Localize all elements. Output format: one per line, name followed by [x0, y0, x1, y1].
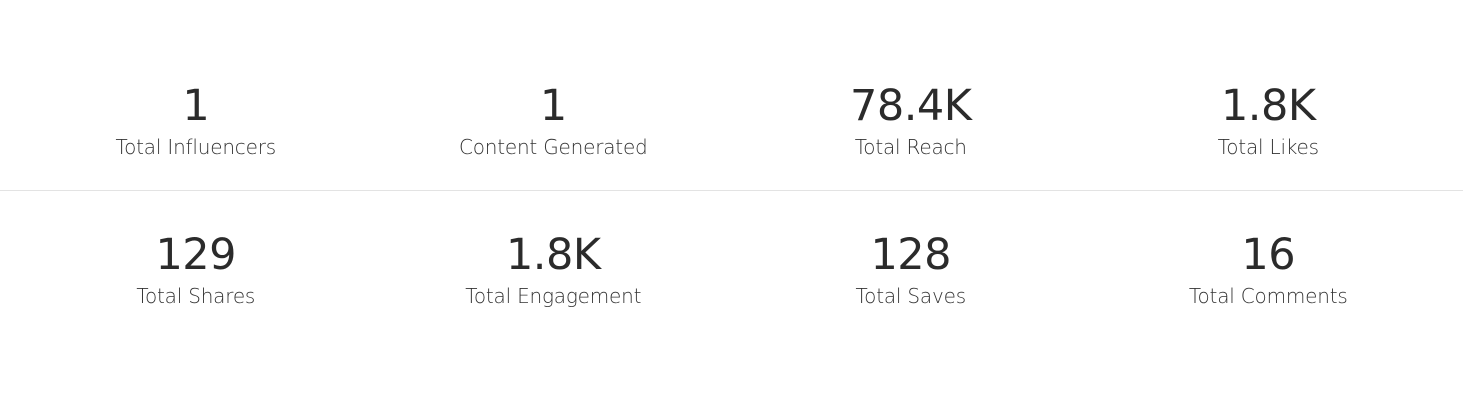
stat-card: 1 Content Generated	[375, 78, 733, 188]
stat-value: 78.4K	[850, 81, 972, 131]
stat-value: 1	[539, 81, 567, 131]
stats-row: 1 Total Influencers 1 Content Generated 78.4…	[0, 78, 1463, 188]
stat-label: Total Comments	[1188, 284, 1348, 308]
stat-card: 129 Total Shares	[17, 227, 375, 337]
stat-card: 16 Total Comments	[1090, 227, 1448, 337]
stats-row: 129 Total Shares 1.8K Total Engagement 128 To…	[0, 227, 1463, 337]
stat-label: Content Generated	[458, 135, 648, 159]
stat-value: 1.8K	[1220, 81, 1316, 131]
stat-card: 128 Total Saves	[732, 227, 1090, 337]
stat-label: Total Reach	[854, 135, 967, 159]
stat-label: Total Likes	[1217, 135, 1319, 159]
stat-label: Total Shares	[136, 284, 256, 308]
stat-value: 16	[1241, 230, 1296, 280]
stat-label: Total Saves	[855, 284, 967, 308]
stat-value: 1.8K	[505, 230, 601, 280]
stat-value: 128	[870, 230, 952, 280]
stat-value: 1	[182, 81, 210, 131]
stat-label: Total Engagement	[465, 284, 642, 308]
stat-card: 1 Total Influencers	[17, 78, 375, 188]
divider	[0, 190, 1463, 191]
stat-label: Total Influencers	[115, 135, 277, 159]
stat-card: 78.4K Total Reach	[732, 78, 1090, 188]
stat-card: 1.8K Total Likes	[1090, 78, 1448, 188]
stat-card: 1.8K Total Engagement	[375, 227, 733, 337]
stat-value: 129	[155, 230, 237, 280]
